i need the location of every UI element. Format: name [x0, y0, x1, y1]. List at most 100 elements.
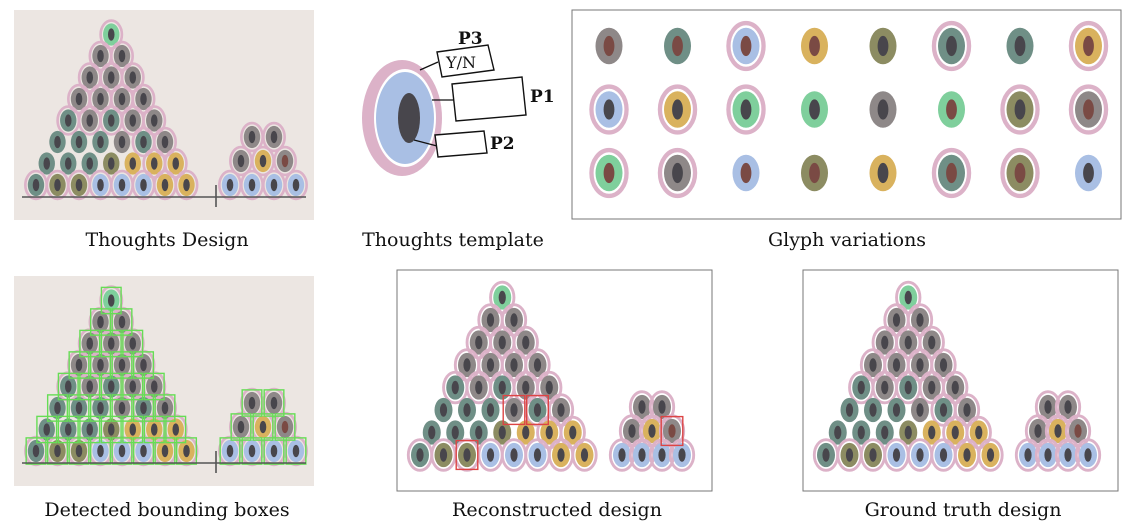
glyph	[163, 148, 188, 179]
glyph	[77, 328, 102, 359]
glyph	[524, 438, 551, 472]
glyph-variant	[931, 20, 972, 72]
p1-label: P1	[530, 87, 555, 107]
glyph	[883, 303, 910, 337]
glyph	[273, 411, 297, 443]
bounding-box	[68, 394, 90, 422]
glyph	[859, 438, 887, 472]
glyph	[67, 83, 91, 115]
p3-label: P3	[458, 29, 483, 49]
glyph	[60, 418, 77, 441]
bounding-box	[263, 389, 285, 417]
glyph	[571, 438, 598, 472]
glyph-variant	[801, 154, 828, 192]
glyph	[153, 392, 177, 424]
glyph	[489, 280, 516, 315]
glyph	[67, 169, 91, 201]
glyph	[163, 414, 188, 445]
glyph-variant	[1075, 154, 1102, 192]
glyph	[442, 370, 469, 405]
glyph	[1064, 414, 1092, 448]
glyph	[60, 152, 77, 175]
glyph	[977, 438, 1004, 472]
glyph	[103, 418, 120, 441]
glyph-variant	[869, 27, 897, 65]
glyph	[153, 169, 177, 201]
bounding-box	[68, 351, 90, 379]
glyph	[895, 370, 922, 405]
glyph	[99, 285, 124, 316]
caption-thoughts-design: Thoughts Design	[85, 229, 248, 251]
caption-ground-truth: Ground truth design	[865, 499, 1062, 521]
glyph	[49, 396, 66, 420]
bounding-box	[455, 439, 479, 471]
glyph	[465, 325, 492, 360]
glyph	[38, 152, 55, 175]
glyph-variant	[1000, 147, 1040, 199]
bounding-box	[132, 351, 155, 379]
bounding-box	[89, 308, 112, 336]
bounding-box	[68, 437, 90, 465]
glyph	[887, 397, 906, 423]
caption-glyph-variations: Glyph variations	[768, 229, 926, 251]
bounding-box	[111, 351, 133, 379]
glyph-variant	[1000, 84, 1040, 135]
glyph	[648, 438, 676, 472]
glyph	[92, 396, 109, 420]
glyph-variant	[938, 91, 965, 128]
glyph-variant	[1006, 27, 1034, 65]
glyph	[906, 348, 934, 382]
glyph	[153, 126, 177, 158]
bounding-box	[111, 308, 133, 336]
glyph	[88, 169, 113, 201]
bounding-box	[143, 415, 165, 444]
glyph	[906, 438, 934, 472]
bounding-box	[241, 389, 263, 417]
glyph	[942, 415, 969, 450]
glyph	[864, 397, 882, 423]
glyph	[120, 328, 145, 359]
bounding-box	[154, 437, 176, 465]
detected-boxes-glyphs	[22, 285, 308, 473]
glyph	[895, 280, 922, 315]
glyph	[446, 420, 465, 445]
glyph	[481, 397, 500, 423]
glyph-variant	[657, 147, 698, 199]
glyph	[469, 420, 488, 445]
glyph	[110, 435, 134, 467]
glyph-variant	[931, 147, 972, 199]
bounding-box	[154, 394, 176, 422]
bounding-box	[252, 413, 274, 441]
glyph	[458, 397, 476, 423]
reconstructed-glyphs	[406, 280, 696, 472]
p2-label: P2	[490, 134, 515, 154]
glyph-variant	[869, 91, 897, 128]
glyph	[840, 397, 859, 423]
glyph-variant	[595, 27, 623, 65]
bounding-box	[165, 415, 187, 444]
glyph	[500, 438, 528, 472]
glyph	[81, 418, 98, 441]
glyph	[131, 349, 156, 381]
glyph	[131, 435, 156, 467]
glyph	[500, 348, 528, 382]
glyph	[899, 420, 918, 445]
glyph	[174, 169, 199, 201]
bounding-box	[46, 437, 69, 465]
bounding-box	[526, 394, 550, 426]
glyph	[828, 420, 847, 445]
glyph	[70, 130, 88, 154]
glyph	[99, 105, 124, 136]
caption-reconstructed: Reconstructed design	[452, 499, 662, 521]
glyph	[942, 370, 969, 405]
glyph	[465, 370, 492, 405]
glyph	[99, 19, 124, 50]
glyph	[99, 62, 124, 93]
glyph	[131, 392, 156, 424]
glyph	[124, 418, 141, 441]
glyph	[67, 349, 91, 381]
bounding-box	[79, 329, 101, 358]
glyph	[45, 435, 70, 467]
glyph	[110, 40, 134, 72]
glyph	[608, 438, 636, 472]
